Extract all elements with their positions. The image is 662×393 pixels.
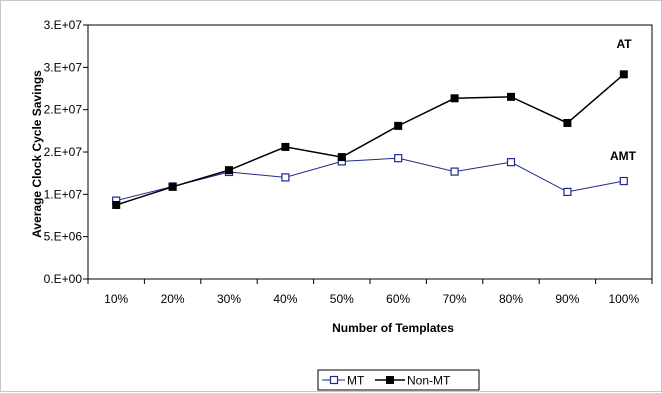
data-point-mt — [563, 187, 572, 197]
legend-item-non-mt: Non-MT — [375, 374, 451, 388]
x-tick-label: 10% — [104, 292, 128, 306]
plot-area — [87, 24, 653, 280]
data-point-non-mt — [337, 153, 346, 162]
legend: MT Non-MT — [317, 369, 480, 391]
data-point-mt — [506, 158, 516, 167]
y-tick-label: 5.E+06 — [44, 230, 83, 244]
series-line-mt — [116, 157, 624, 202]
y-tick-label: 2.E+07 — [44, 145, 83, 159]
data-point-mt — [281, 173, 290, 182]
y-tick-label: 1.E+07 — [44, 187, 83, 201]
data-point-non-mt — [394, 121, 403, 130]
x-tick-label: 20% — [161, 292, 185, 306]
data-point-non-mt — [112, 200, 121, 209]
data-point-mt — [619, 176, 628, 186]
x-tick-label: 50% — [330, 292, 354, 306]
legend-label-non-mt: Non-MT — [407, 374, 451, 388]
y-tick-label: 3.E+07 — [44, 18, 83, 32]
y-tick-label: 0.E+00 — [44, 272, 83, 286]
data-point-non-mt — [450, 94, 459, 103]
legend-label-mt: MT — [347, 374, 365, 388]
annotation-amt: AMT — [610, 149, 637, 163]
data-point-non-mt — [507, 92, 515, 101]
data-point-non-mt — [168, 182, 177, 191]
legend-marker-mt — [329, 375, 339, 385]
data-point-non-mt — [281, 142, 290, 151]
y-tick-label: 2.E+07 — [44, 103, 83, 117]
x-tick-label: 100% — [608, 292, 639, 306]
data-point-non-mt — [619, 70, 628, 79]
annotation-at: AT — [616, 37, 632, 51]
data-point-mt — [394, 154, 403, 163]
x-tick-label: 40% — [273, 292, 297, 306]
x-tick-label: 30% — [217, 292, 241, 306]
legend-marker-non-mt — [386, 376, 394, 384]
data-point-non-mt — [225, 166, 233, 175]
x-tick-label: 80% — [499, 292, 523, 306]
y-tick-label: 3.E+07 — [44, 60, 83, 74]
y-axis-label: Average Clock Cycle Savings — [30, 70, 44, 238]
x-tick-label: 60% — [386, 292, 410, 306]
x-tick-label: 70% — [443, 292, 467, 306]
x-axis-label: Number of Templates — [332, 321, 454, 335]
x-tick-label: 90% — [555, 292, 579, 306]
data-point-mt — [450, 167, 459, 176]
legend-item-mt: MT — [322, 374, 365, 388]
data-point-non-mt — [563, 118, 572, 127]
series-line-non-mt — [115, 73, 625, 206]
